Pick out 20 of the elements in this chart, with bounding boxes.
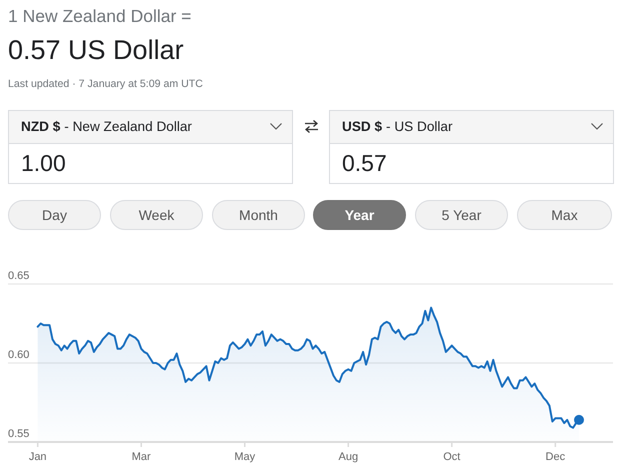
x-tick-label: Aug [338, 451, 358, 463]
period-button: 5 Year [415, 200, 508, 230]
x-tick-label: Oct [443, 451, 460, 463]
text: Last updated · 7 January at 5:09 am UTC [8, 78, 203, 90]
chart-title: 1 New Zealand Dollar = [8, 6, 192, 27]
y-tick-label: 0.55 [8, 428, 30, 440]
chart-subtitle: 0.57 US Dollar [8, 35, 184, 66]
y-tick-label: 0.60 [8, 349, 30, 361]
x-tick-label: Dec [546, 451, 566, 463]
x-tick-label: Jan [28, 451, 47, 463]
period-button: Month [212, 200, 305, 230]
period-button: Year [313, 200, 406, 230]
y-tick-label: 0.65 [8, 270, 30, 282]
currency-field: NZD $ - New Zealand Dollar 1.00 [8, 110, 293, 184]
period-button: Day [8, 200, 101, 230]
x-tick-label: Mar [132, 451, 152, 463]
x-tick-label: May [234, 451, 256, 463]
period-button: Week [110, 200, 203, 230]
currency-field: USD $ - US Dollar 0.57 [329, 110, 614, 184]
period-button: Max [517, 200, 612, 230]
